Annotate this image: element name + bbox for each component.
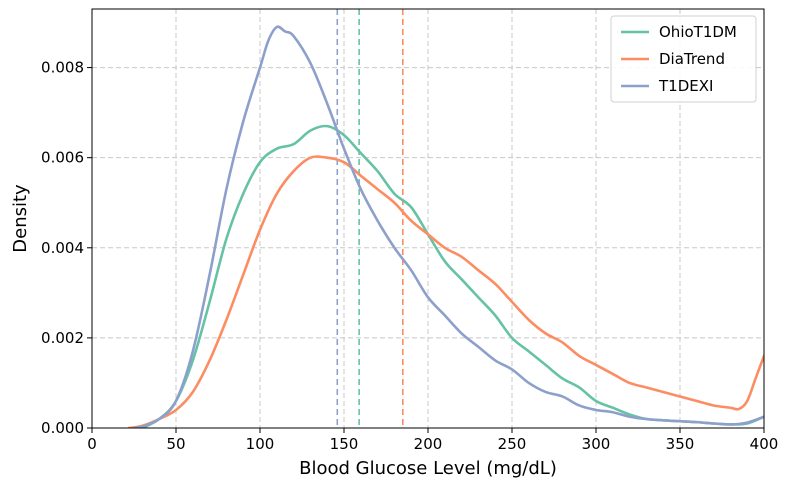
legend-label: OhioT1DM xyxy=(659,23,737,41)
x-tick-label: 100 xyxy=(246,435,275,453)
mean-lines xyxy=(336,9,404,428)
x-tick-label: 0 xyxy=(87,435,97,453)
legend: OhioT1DM DiaTrend T1DEXI xyxy=(610,15,757,103)
y-tick-label: 0.000 xyxy=(41,419,84,437)
y-tick-label: 0.004 xyxy=(41,239,84,257)
y-tick-label: 0.008 xyxy=(41,59,84,77)
x-tick-label: 300 xyxy=(582,435,611,453)
series-line-t1dexi xyxy=(132,25,764,428)
x-axis-label: Blood Glucose Level (mg/dL) xyxy=(299,458,557,479)
x-tick-label: 150 xyxy=(330,435,359,453)
legend-label: T1DEXI xyxy=(658,77,713,95)
x-tick-label: 200 xyxy=(414,435,443,453)
x-tick-label: 250 xyxy=(498,435,527,453)
series-lines xyxy=(127,25,764,428)
y-axis-label: Density xyxy=(10,184,31,253)
series-line-ohiot1dm xyxy=(141,124,764,428)
y-tick-label: 0.006 xyxy=(41,149,84,167)
series-line-diatrend xyxy=(127,155,764,428)
y-tick-label: 0.002 xyxy=(41,329,84,347)
x-axis-ticks: 0 50 100 150 200 250 300 350 400 xyxy=(87,428,778,453)
y-axis-ticks: 0.000 0.002 0.004 0.006 0.008 xyxy=(41,59,92,437)
x-tick-label: 50 xyxy=(166,435,185,453)
x-tick-label: 400 xyxy=(750,435,779,453)
legend-label: DiaTrend xyxy=(659,50,725,68)
legend-box xyxy=(610,15,757,103)
x-tick-label: 350 xyxy=(666,435,695,453)
